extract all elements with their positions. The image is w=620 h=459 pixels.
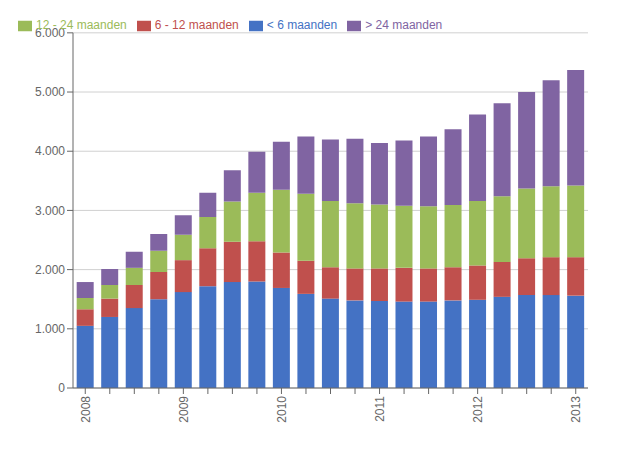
svg-text:5.000: 5.000 — [35, 85, 65, 99]
svg-text:2.000: 2.000 — [35, 263, 65, 277]
svg-text:2012: 2012 — [471, 396, 485, 423]
svg-text:0: 0 — [58, 381, 65, 395]
svg-text:1.000: 1.000 — [35, 322, 65, 336]
svg-text:2010: 2010 — [275, 396, 289, 423]
svg-text:3.000: 3.000 — [35, 204, 65, 218]
svg-text:2009: 2009 — [177, 396, 191, 423]
svg-text:4.000: 4.000 — [35, 144, 65, 158]
svg-text:6.000: 6.000 — [35, 26, 65, 40]
svg-text:2013: 2013 — [569, 396, 583, 423]
svg-text:2011: 2011 — [373, 396, 387, 422]
svg-text:2008: 2008 — [79, 396, 93, 423]
